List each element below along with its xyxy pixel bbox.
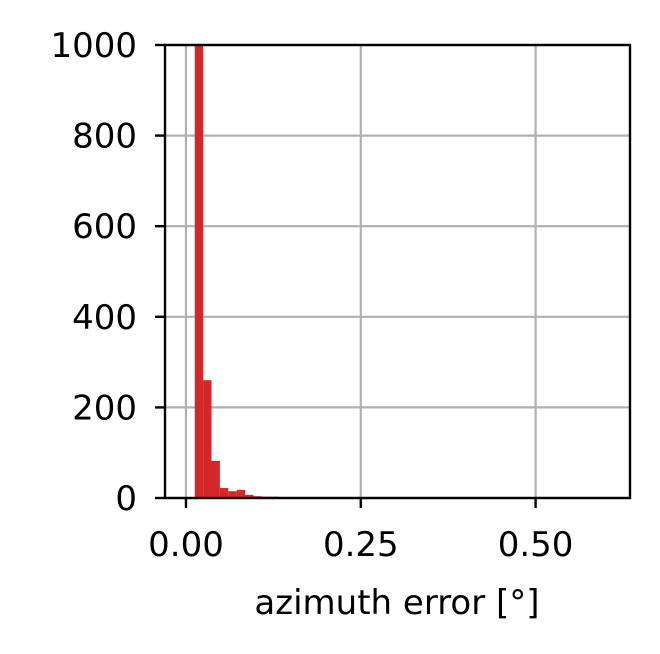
y-tick-label: 0: [115, 479, 137, 519]
y-tick-label: 1000: [50, 26, 137, 66]
histogram-bar: [245, 494, 254, 498]
histogram-bar: [211, 460, 220, 498]
histogram-bar: [194, 45, 204, 498]
y-tick-label: 600: [72, 207, 137, 247]
x-axis-label: azimuth error [°]: [254, 583, 539, 623]
histogram-bar: [219, 488, 229, 498]
plot-frame: [163, 43, 632, 500]
x-tick-label: 0.25: [323, 525, 399, 565]
y-tick-label: 200: [72, 388, 137, 428]
histogram-bar: [236, 489, 246, 498]
histogram-bar: [203, 380, 212, 498]
histogram-bar: [228, 491, 237, 498]
bars-layer: [194, 45, 601, 498]
y-tick-label: 400: [72, 298, 137, 338]
y-tick-label: 800: [72, 117, 137, 157]
grid-layer: [165, 43, 630, 500]
x-tick-label: 0.00: [148, 525, 224, 565]
x-tick-label: 0.50: [498, 525, 574, 565]
ticks-layer: 0.00 0.25 0.50 0 200 400 600 800 1000: [50, 26, 573, 565]
